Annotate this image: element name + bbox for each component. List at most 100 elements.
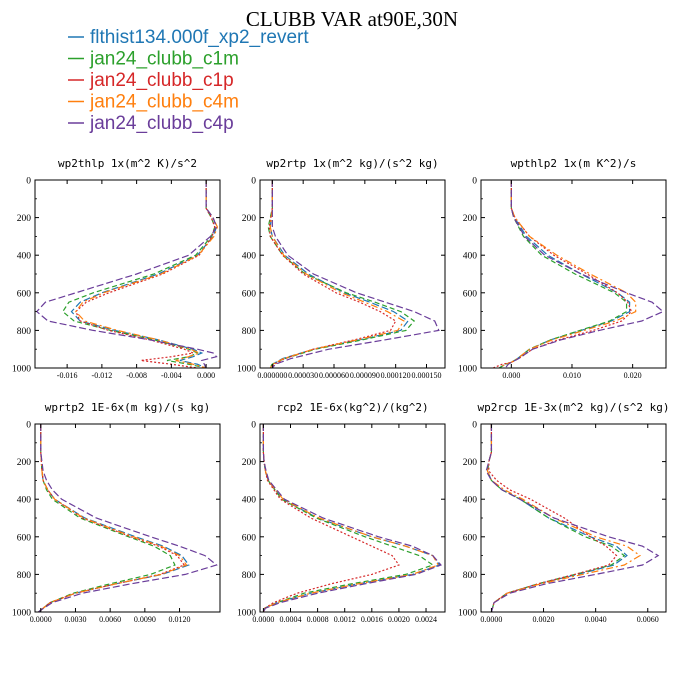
xtick-label: 0.020 (624, 371, 642, 380)
series-line (262, 424, 440, 612)
panel: wp2rtp 1x(m^2 kg)/(s^2 kg) 0 200 400 600 800 1… (237, 157, 446, 380)
series-group (267, 180, 440, 368)
ytick-label: 0 (251, 177, 256, 187)
series-line (262, 424, 400, 612)
xtick-label: 0.0000 (30, 615, 52, 624)
series-line (488, 424, 618, 612)
xtick-label: 0.000150 (412, 371, 442, 380)
legend-entry: flthist134.000f_xp2_revert (68, 27, 309, 48)
ytick-label: 800 (17, 571, 32, 581)
xtick-label: 0.0020 (533, 615, 555, 624)
ytick-label: 400 (242, 496, 257, 506)
panel-title: wp2rtp 1x(m^2 kg)/(s^2 kg) (266, 157, 438, 170)
ytick-label: 400 (17, 252, 32, 262)
ytick-label: 600 (242, 289, 257, 299)
series-line (38, 424, 188, 612)
ytick-label: 800 (463, 327, 478, 337)
xtick-label: 0.000 (197, 371, 215, 380)
series-line (262, 424, 442, 612)
xtick-label: 0.0012 (334, 615, 356, 624)
panel-title: wp2thlp 1x(m^2 K)/s^2 (58, 157, 197, 170)
series-line (498, 180, 631, 368)
legend-label: jan24_clubb_c4m (89, 92, 239, 113)
series-group (492, 180, 665, 368)
xtick-label: 0.000000 (257, 371, 287, 380)
legend-label: jan24_clubb_c1m (89, 49, 239, 70)
series-line (271, 180, 440, 368)
panels: wp2thlp 1x(m^2 K)/s^2 0 200 400 600 800 1000 -0… (12, 157, 670, 624)
panel: wprtp2 1E-6x(m kg)/(s kg) 0 200 400 600 800 10… (12, 401, 221, 624)
ytick-label: 0 (251, 421, 256, 431)
ytick-label: 600 (242, 533, 257, 543)
ytick-label: 1000 (12, 609, 31, 619)
xtick-label: 0.0040 (585, 615, 607, 624)
series-line (498, 180, 637, 368)
legend-entry: jan24_clubb_c4p (68, 113, 234, 134)
panel-title: rcp2 1E-6x(kg^2)/(kg^2) (276, 401, 428, 414)
xtick-label: 0.0016 (361, 615, 383, 624)
ytick-label: 0 (26, 421, 31, 431)
series-group (262, 424, 442, 612)
xtick-label: 0.0004 (279, 615, 301, 624)
series-line (486, 424, 642, 612)
series-line (485, 424, 660, 612)
xtick-label: 0.0008 (307, 615, 329, 624)
xtick-label: 0.0030 (64, 615, 86, 624)
legend-entry: jan24_clubb_c4m (68, 92, 239, 113)
series-line (486, 424, 626, 612)
series-line (268, 180, 397, 368)
ytick-label: 1000 (458, 365, 477, 375)
ytick-label: 600 (17, 533, 32, 543)
ytick-label: 200 (17, 458, 32, 468)
ytick-label: 600 (463, 289, 478, 299)
series-line (486, 424, 628, 612)
series-line (38, 424, 176, 612)
ytick-label: 200 (242, 458, 257, 468)
xtick-label: 0.000 (502, 371, 520, 380)
ytick-label: 200 (463, 214, 478, 224)
xtick-label: 0.010 (563, 371, 581, 380)
series-line (269, 180, 405, 368)
ytick-label: 400 (463, 496, 478, 506)
ytick-label: 200 (463, 458, 478, 468)
panel-title: wpthlp2 1x(m K^2)/s (511, 157, 637, 170)
series-line (38, 424, 186, 612)
xtick-label: 0.0024 (415, 615, 437, 624)
panel: wpthlp2 1x(m K^2)/s 0 200 400 600 800 1000 0.00… (458, 157, 667, 380)
xtick-label: 0.000120 (381, 371, 411, 380)
ytick-label: 1000 (237, 365, 256, 375)
series-group (485, 424, 660, 612)
ytick-label: 0 (472, 421, 477, 431)
ytick-label: 400 (242, 252, 257, 262)
series-line (38, 424, 218, 612)
axis-frame (34, 423, 221, 613)
panel-title: wp2rcp 1E-3x(m^2 kg)/(s^2 kg) (477, 401, 669, 414)
legend-entry: jan24_clubb_c1m (68, 49, 239, 70)
ytick-label: 0 (26, 177, 31, 187)
legend-label: flthist134.000f_xp2_revert (90, 27, 309, 48)
ytick-label: 1000 (237, 609, 256, 619)
figure-title: CLUBB VAR at90E,30N (246, 7, 458, 31)
series-group (38, 424, 218, 612)
legend-entry: jan24_clubb_c1p (68, 70, 234, 91)
xtick-label: 0.0060 (99, 615, 121, 624)
ytick-label: 800 (242, 327, 257, 337)
panel: wp2rcp 1E-3x(m^2 kg)/(s^2 kg)0 200 400 600 8… (458, 401, 670, 624)
xtick-label: -0.008 (126, 371, 147, 380)
ytick-label: 600 (463, 533, 478, 543)
xtick-label: -0.004 (161, 371, 182, 380)
ytick-label: 800 (242, 571, 257, 581)
series-line (70, 180, 218, 368)
series-line (61, 180, 216, 368)
ytick-label: 200 (242, 214, 257, 224)
panel-title: wprtp2 1E-6x(m kg)/(s kg) (45, 401, 211, 414)
ytick-label: 800 (463, 571, 478, 581)
axis-frame (34, 179, 221, 369)
xtick-label: 0.0020 (388, 615, 410, 624)
xtick-label: -0.016 (57, 371, 78, 380)
panel: wp2thlp 1x(m^2 K)/s^2 0 200 400 600 800 1000 -0… (12, 157, 221, 380)
series-line (262, 424, 435, 612)
ytick-label: 800 (17, 327, 32, 337)
series-line (75, 180, 216, 368)
